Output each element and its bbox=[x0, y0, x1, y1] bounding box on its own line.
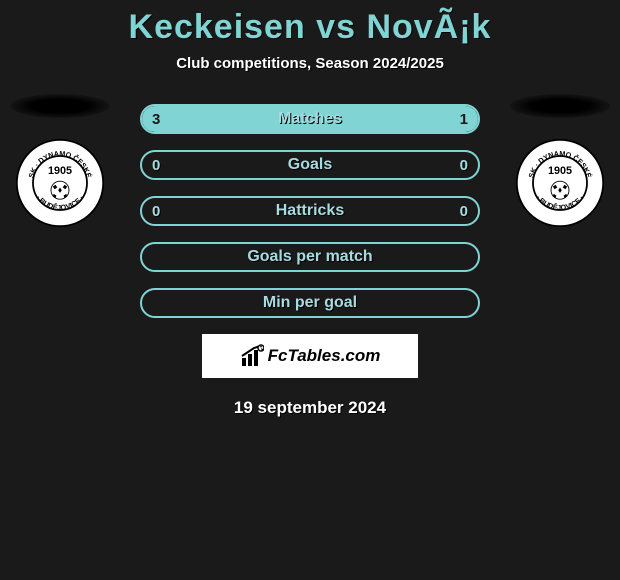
watermark-text: FcTables.com bbox=[268, 346, 381, 366]
watermark[interactable]: FcTables.com bbox=[202, 334, 418, 378]
stat-bar-mpg: Min per goal bbox=[140, 288, 480, 318]
player-right-col: SK · DYNAMO ČESKÉ · BUDĚJOVICE · 1905 bbox=[510, 94, 610, 274]
stat-bar-hattricks: Hattricks0 0 bbox=[140, 196, 480, 226]
bar-label: Min per goal bbox=[142, 290, 478, 316]
player-left-col: SK · DYNAMO ČESKÉ · BUDĚJOVICE · 1905 bbox=[10, 94, 110, 274]
bar-value-left: 0 bbox=[142, 198, 170, 224]
club-logo-left: SK · DYNAMO ČESKÉ · BUDĚJOVICE · 1905 bbox=[15, 138, 105, 228]
bar-value-right: 0 bbox=[450, 152, 478, 178]
bar-value-right: 0 bbox=[450, 198, 478, 224]
bar-label: Hattricks bbox=[142, 198, 478, 224]
club-badge-icon: SK · DYNAMO ČESKÉ · BUDĚJOVICE · 1905 bbox=[515, 138, 605, 228]
stats-area: SK · DYNAMO ČESKÉ · BUDĚJOVICE · 1905 bbox=[0, 104, 620, 318]
bar-value-left: 3 bbox=[142, 106, 170, 132]
bar-label: Matches bbox=[142, 106, 478, 132]
club-badge-icon: SK · DYNAMO ČESKÉ · BUDĚJOVICE · 1905 bbox=[15, 138, 105, 228]
page-subtitle: Club competitions, Season 2024/2025 bbox=[0, 55, 620, 72]
stat-bars: Matches31Goals00Hattricks00Goals per mat… bbox=[140, 104, 480, 318]
page-title: Keckeisen vs NovÃ¡k bbox=[0, 0, 620, 47]
footer-date: 19 september 2024 bbox=[0, 398, 620, 418]
player-shadow-right bbox=[510, 94, 610, 118]
bar-label: Goals per match bbox=[142, 244, 478, 270]
stat-bar-matches: Matches3 1 bbox=[140, 104, 480, 134]
club-year: 1905 bbox=[548, 165, 572, 177]
chart-icon bbox=[240, 344, 264, 368]
bar-label: Goals bbox=[142, 152, 478, 178]
stat-bar-goals: Goals0 0 bbox=[140, 150, 480, 180]
stat-bar-gpm: Goals per match bbox=[140, 242, 480, 272]
club-logo-right: SK · DYNAMO ČESKÉ · BUDĚJOVICE · 1905 bbox=[515, 138, 605, 228]
player-shadow-left bbox=[10, 94, 110, 118]
club-year: 1905 bbox=[48, 165, 72, 177]
bar-value-left: 0 bbox=[142, 152, 170, 178]
bar-value-right: 1 bbox=[450, 106, 478, 132]
